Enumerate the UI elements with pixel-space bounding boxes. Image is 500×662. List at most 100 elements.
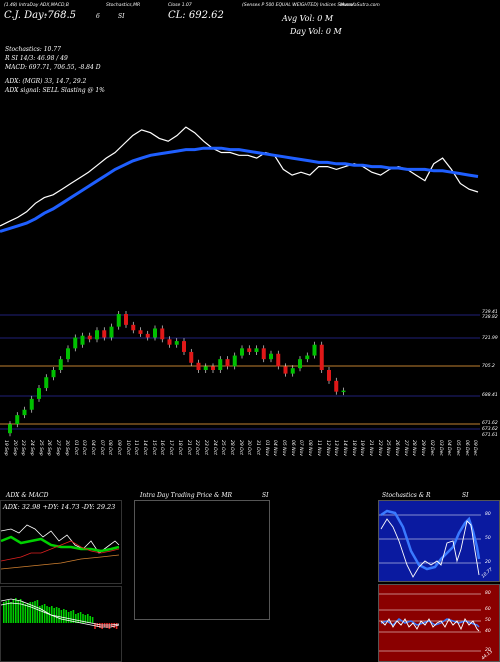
date-label: 25 Nov [385, 440, 391, 456]
macd-signal-line [0, 602, 120, 626]
macd-bar [10, 602, 12, 623]
date-label: 28 Oct [228, 440, 234, 455]
adx-lines [0, 524, 120, 570]
date-axis: 19 Sep 20 Sep 23 Sep 24 Sep 25 Sep 26 Sep 27 S… [0, 440, 480, 485]
date-label: 17 Oct [168, 440, 174, 455]
macd-bar [108, 623, 111, 629]
date-label: 05 Nov [281, 440, 287, 456]
price-label: 671.62 [482, 421, 498, 426]
rsi-level-label: 20 [485, 648, 491, 653]
date-label: 22 Oct [194, 440, 200, 455]
date-label: 08 Nov [307, 440, 313, 456]
date-label: 25 Sep [37, 440, 43, 456]
candle-body [290, 368, 295, 374]
candle-body [319, 344, 324, 370]
candlestick-chart [0, 311, 480, 437]
candle-body [29, 398, 34, 410]
price-label: 688.41 [482, 393, 498, 398]
macd-bar [48, 607, 51, 623]
price-label: 671.61 [482, 433, 498, 438]
candle-body [283, 366, 288, 374]
rsi-level-label: 60 [485, 607, 491, 612]
candle-body [312, 344, 317, 356]
adx-panel: ADX: 32.98 +DY: 14.73 -DY: 29.23 [0, 500, 122, 584]
macd-bar [101, 623, 103, 629]
adx-macd-title: ADX & MACD [6, 492, 49, 499]
stoch-level-label: 80 [485, 512, 491, 517]
candle-body [232, 355, 237, 367]
macd-bar [99, 623, 101, 628]
candle-body [80, 335, 85, 345]
macd-bar [17, 600, 19, 623]
candle-body [298, 359, 302, 369]
candle-body [269, 353, 273, 360]
candle-body [95, 330, 99, 340]
adx-red-line [0, 540, 120, 562]
macd-bar [29, 602, 31, 623]
candle-body [138, 330, 143, 334]
macd-bar [43, 604, 46, 623]
candle-body [225, 359, 230, 367]
change-value: -768.5 [44, 10, 77, 21]
macd-bar [22, 602, 24, 623]
date-label: 30 Sep [63, 440, 69, 456]
adx-white-line [0, 524, 120, 554]
candle-body [37, 388, 41, 399]
date-label: 24 Oct [211, 440, 217, 455]
candle-body [8, 424, 12, 434]
candle-body [109, 326, 114, 338]
date-label: 12 Nov [324, 440, 330, 456]
rsi-level-label: 50 [485, 618, 491, 623]
candle-body [211, 366, 215, 370]
candle-body [327, 370, 331, 381]
rsi-readout: R SI 14/3: 46.98 / 49 [5, 55, 68, 62]
macd-bar [7, 600, 10, 623]
date-label: 25 Oct [220, 440, 226, 455]
date-label: 14 Nov [341, 440, 347, 456]
candle-body [58, 359, 63, 370]
price-label: 721.99 [482, 336, 498, 341]
candle-body [341, 390, 346, 393]
date-label: 06 Nov [289, 440, 295, 456]
macd-bar [75, 614, 77, 623]
candle-body [334, 380, 339, 392]
macd-bar [72, 610, 75, 623]
date-label: 23 Sep [20, 440, 26, 456]
header-line1-e: MunafaSutra.com [340, 3, 380, 8]
date-label: 01 Nov [263, 440, 269, 456]
date-label: 05 Dec [454, 440, 460, 456]
avg-volume: Avg Vol: 0 M [282, 14, 334, 23]
macd-bar [65, 610, 67, 623]
rsi-level-label: 40 [485, 629, 491, 634]
macd-bar [96, 623, 99, 627]
date-label: 08 Oct [107, 440, 113, 455]
day-volume: Day Vol: 0 M [290, 27, 342, 36]
candle-body [189, 351, 194, 363]
candle-body [167, 339, 172, 345]
macd-bar [36, 600, 39, 623]
date-label: 21 Oct [185, 440, 191, 455]
adx-green-line [0, 535, 120, 553]
macd-bar [12, 599, 15, 623]
header-line1-b: Stochastics,MR [106, 3, 141, 8]
macd-bar [77, 613, 79, 623]
date-label: 14 Oct [142, 440, 148, 455]
candle-body [153, 328, 157, 338]
header-line1-c: Close 1.07 [168, 3, 192, 8]
candle-body [102, 330, 107, 338]
macd-line [0, 598, 120, 628]
date-label: 23 Oct [202, 440, 208, 455]
macd-bar [82, 614, 84, 623]
date-label: 19 Sep [3, 440, 8, 456]
stochastics-readout: Stochastics: 10.77 [5, 46, 61, 53]
stochastic-lines [379, 509, 481, 578]
date-label: 13 Nov [333, 440, 339, 456]
macd-bar [5, 601, 7, 623]
stoch-rsi-title: Stochastics & R [382, 492, 431, 499]
stoch-level-label: 50 [485, 536, 491, 541]
candle-body [131, 324, 136, 331]
date-label: 10 Oct [124, 440, 130, 455]
macd-bar [41, 605, 43, 623]
date-label: 19 Nov [359, 440, 365, 456]
date-label: 18 Nov [350, 440, 356, 456]
